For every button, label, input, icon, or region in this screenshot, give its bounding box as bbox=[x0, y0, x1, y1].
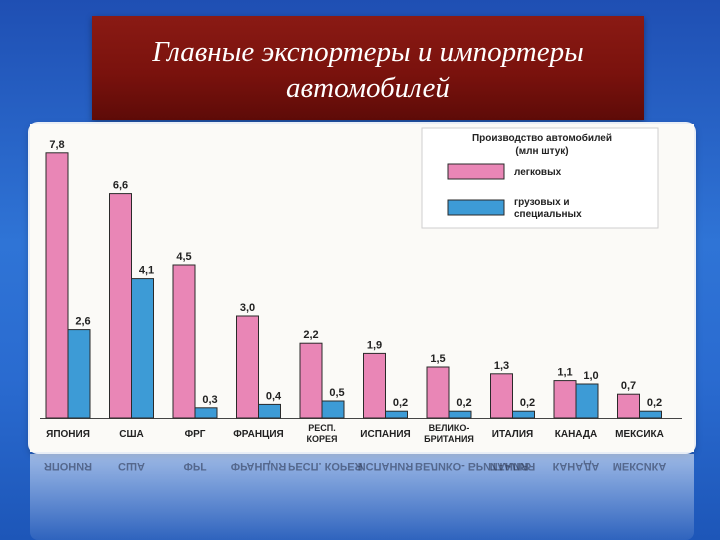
category-label-1: ЯПОНИЯ bbox=[46, 429, 90, 440]
bar-trucks-9 bbox=[575, 383, 599, 419]
category-label-9: КАНАДА bbox=[555, 429, 598, 440]
data-label-trucks-6: 0,2 bbox=[393, 397, 408, 409]
reflection-label-4: ФРАНЦИЯ bbox=[230, 460, 287, 472]
data-label-trucks-4: 0,4 bbox=[266, 390, 282, 402]
chart-panel: Производство автомобилей (млн штук) легков… bbox=[30, 124, 694, 452]
bar-cars-7 bbox=[426, 366, 450, 419]
reflection-label-5: РЕСП. КОРЕЯ bbox=[288, 460, 363, 472]
legend-swatch-trucks bbox=[447, 199, 505, 216]
data-label-cars-1: 7,8 bbox=[49, 139, 64, 151]
bar-trucks-1 bbox=[67, 329, 91, 419]
bar-cars-1 bbox=[45, 152, 69, 419]
bar-trucks-4 bbox=[258, 403, 281, 419]
data-label-trucks-7: 0,2 bbox=[456, 397, 471, 409]
chart-legend: Производство автомобилей (млн штук) легков… bbox=[421, 127, 659, 229]
category-label-3: ФРГ bbox=[185, 429, 206, 440]
legend-title-line-2: (млн штук) bbox=[515, 146, 568, 157]
category-label-7-line-2: БРИТАНИЯ bbox=[424, 434, 474, 444]
bar-trucks-8 bbox=[512, 410, 535, 419]
category-label-6: ИСПАНИЯ bbox=[360, 429, 410, 440]
bar-cars-5 bbox=[299, 342, 323, 419]
chart-marks: 7,8 2,6 ЯПОНИЯ 6,6 4,1 США 4,5 0,3 ФРГ 3,0 0,4 ФРАН… bbox=[40, 139, 682, 444]
reflection-label-6: ИСПАНИЯ bbox=[357, 460, 414, 472]
category-label-7-line-1: ВЕЛИКО- bbox=[429, 423, 470, 433]
legend-swatch-cars bbox=[447, 163, 505, 180]
category-label-2: США bbox=[119, 429, 144, 440]
reflection-label-2: США bbox=[118, 460, 145, 472]
category-label-5-line-2: КОРЕЯ bbox=[307, 434, 338, 444]
bar-trucks-7 bbox=[448, 410, 472, 419]
bar-trucks-6 bbox=[385, 410, 408, 419]
data-label-cars-6: 1,9 bbox=[367, 339, 382, 351]
data-label-trucks-3: 0,3 bbox=[202, 394, 217, 406]
bar-chart: Производство автомобилей (млн штук) легков… bbox=[30, 124, 694, 452]
chart-reflection: ЯПОНИЯ США ФРГ ФРАНЦИЯ РЕСП. КОРЕЯ ИСПАНИЯ ВЕЛ… bbox=[30, 454, 694, 540]
reflection-label-8: ИТАЛИЯ bbox=[489, 460, 536, 472]
data-label-trucks-8: 0,2 bbox=[520, 397, 535, 409]
legend-title-line-1: Производство автомобилей bbox=[472, 132, 612, 144]
reflection-label-7: ВЕЛИКО- БРИТАНИЯ bbox=[415, 460, 529, 472]
data-label-cars-4: 3,0 bbox=[240, 302, 255, 314]
category-label-8: ИТАЛИЯ bbox=[492, 429, 533, 440]
data-label-cars-2: 6,6 bbox=[113, 180, 128, 192]
slide-title-line-1: Главные экспортеры и импортеры bbox=[152, 36, 584, 68]
reflection-label-10: МЕКСИКА bbox=[612, 460, 667, 472]
data-label-cars-7: 1,5 bbox=[430, 353, 445, 365]
bar-trucks-5 bbox=[321, 400, 345, 419]
category-label-5-line-1: РЕСП. bbox=[308, 423, 335, 433]
bar-cars-6 bbox=[363, 352, 386, 419]
reflection-label-9: КАНАДА bbox=[552, 460, 600, 472]
data-label-cars-10: 0,7 bbox=[621, 380, 636, 392]
data-label-trucks-10: 0,2 bbox=[647, 397, 662, 409]
slide-title: Главные экспортеры и импортеры автомобил… bbox=[152, 34, 583, 106]
bar-cars-3 bbox=[172, 264, 196, 419]
category-label-10: МЕКСИКА bbox=[615, 429, 664, 440]
slide-title-line-2: автомобилей bbox=[286, 72, 450, 104]
data-label-cars-3: 4,5 bbox=[176, 251, 191, 263]
reflection-label-3: ФРГ bbox=[183, 460, 207, 472]
legend-label-trucks-line-1: грузовых и bbox=[514, 197, 570, 208]
data-label-trucks-5: 0,5 bbox=[329, 387, 344, 399]
data-label-trucks-9: 1,0 bbox=[583, 370, 598, 382]
bar-cars-10 bbox=[617, 393, 640, 419]
data-label-cars-8: 1,3 bbox=[494, 360, 509, 372]
bar-cars-8 bbox=[490, 373, 513, 419]
reflection-label-1: ЯПОНИЯ bbox=[43, 460, 93, 472]
data-label-cars-5: 2,2 bbox=[303, 329, 318, 341]
bar-cars-9 bbox=[553, 380, 577, 419]
slide-title-box: Главные экспортеры и импортеры автомобил… bbox=[92, 16, 644, 120]
legend-label-cars: легковых bbox=[514, 167, 562, 178]
data-label-cars-9: 1,1 bbox=[557, 367, 572, 379]
category-label-4: ФРАНЦИЯ bbox=[233, 429, 283, 440]
data-label-trucks-2: 4,1 bbox=[139, 265, 154, 277]
bar-cars-2 bbox=[109, 193, 132, 419]
legend-label-trucks-line-2: специальных bbox=[514, 209, 582, 220]
bar-trucks-3 bbox=[194, 407, 218, 419]
bar-trucks-2 bbox=[131, 278, 154, 419]
bar-trucks-10 bbox=[639, 410, 662, 419]
bar-cars-4 bbox=[236, 315, 259, 419]
data-label-trucks-1: 2,6 bbox=[75, 316, 90, 328]
